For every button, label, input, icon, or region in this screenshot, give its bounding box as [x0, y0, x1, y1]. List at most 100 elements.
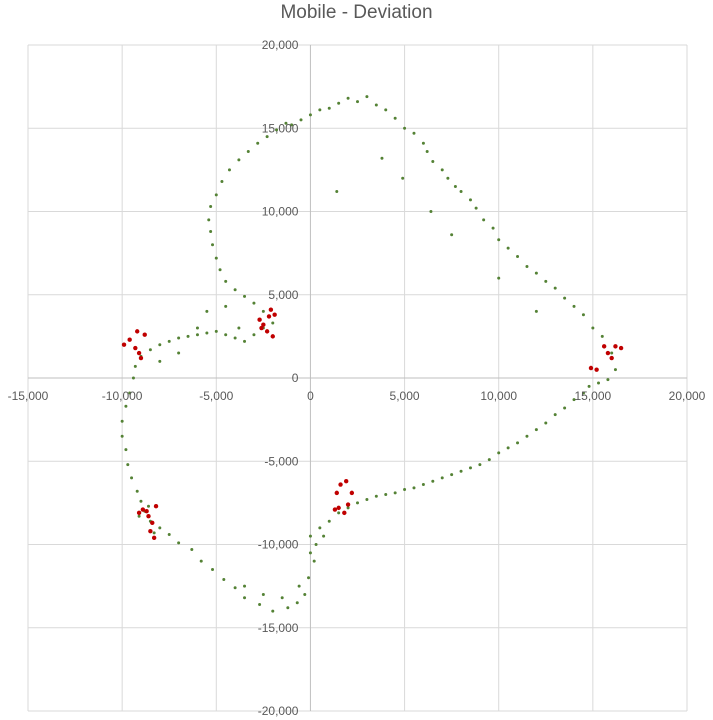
y-tick-label: -20,000 [258, 704, 299, 718]
data-point-series-1 [299, 118, 303, 122]
data-point-series-1 [412, 131, 416, 135]
data-point-series-2 [259, 325, 264, 331]
data-point-series-1 [393, 491, 397, 495]
data-point-series-1 [167, 533, 171, 537]
data-point-series-2 [261, 322, 266, 327]
data-point-series-1 [224, 304, 228, 308]
data-point-series-1 [487, 458, 491, 462]
x-tick-label: 5,000 [390, 389, 420, 403]
data-point-series-1 [256, 141, 260, 145]
data-point-series-1 [497, 451, 501, 455]
data-point-series-1 [380, 156, 384, 160]
data-point-series-1 [337, 511, 341, 515]
data-point-series-2 [142, 332, 147, 337]
y-tick-label: 10,000 [262, 205, 299, 219]
data-point-series-1 [312, 559, 316, 563]
data-point-series-1 [133, 364, 137, 368]
data-point-series-2 [257, 317, 262, 322]
data-point-series-1 [374, 494, 378, 498]
data-point-series-1 [126, 463, 130, 467]
data-point-series-1 [440, 168, 444, 172]
data-point-series-2 [136, 350, 142, 356]
data-point-series-1 [158, 526, 162, 530]
data-point-series-1 [327, 519, 331, 523]
data-point-series-1 [195, 333, 199, 337]
data-point-series-2 [345, 502, 351, 507]
data-point-series-1 [290, 123, 294, 127]
data-point-series-1 [335, 190, 339, 194]
data-point-series-2 [148, 528, 153, 534]
data-point-series-1 [468, 198, 472, 202]
data-point-series-1 [453, 185, 457, 189]
data-point-series-1 [459, 190, 463, 194]
data-point-series-1 [252, 333, 256, 337]
data-point-series-2 [135, 329, 140, 334]
data-point-series-1 [177, 336, 181, 340]
data-point-series-1 [243, 339, 247, 343]
data-point-series-1 [227, 168, 231, 172]
data-point-series-1 [544, 421, 548, 425]
data-point-series-1 [177, 541, 181, 545]
data-point-series-2 [266, 314, 272, 319]
data-point-series-2 [153, 504, 159, 509]
data-point-series-2 [334, 490, 339, 496]
data-point-series-2 [601, 344, 607, 349]
data-point-series-1 [581, 391, 585, 395]
data-point-series-1 [308, 113, 312, 117]
data-point-series-1 [131, 376, 135, 380]
data-point-series-1 [534, 271, 538, 275]
data-point-series-1 [237, 158, 241, 162]
data-point-series-1 [318, 108, 322, 112]
data-point-series-1 [327, 106, 331, 110]
data-point-series-1 [195, 326, 199, 330]
data-point-series-1 [220, 180, 224, 184]
data-point-series-1 [243, 584, 247, 588]
data-point-series-2 [121, 342, 127, 347]
data-point-series-1 [265, 135, 269, 139]
data-point-series-1 [600, 334, 604, 338]
data-point-series-1 [186, 334, 190, 338]
x-tick-label: -10,000 [102, 389, 143, 403]
y-tick-label: 0 [292, 371, 299, 385]
data-point-series-1 [261, 309, 265, 313]
data-point-series-2 [270, 334, 275, 339]
data-point-series-1 [553, 413, 557, 417]
x-tick-label: 0 [307, 389, 314, 403]
data-point-series-1 [474, 206, 478, 210]
data-point-series-1 [120, 419, 124, 423]
data-point-series-1 [214, 193, 218, 197]
data-point-series-1 [205, 331, 209, 335]
data-point-series-2 [272, 312, 277, 317]
data-point-series-1 [581, 313, 585, 317]
data-point-series-1 [591, 326, 595, 330]
data-point-series-2 [138, 355, 144, 361]
data-point-series-1 [534, 428, 538, 432]
data-points [120, 95, 624, 613]
data-point-series-1 [120, 434, 124, 438]
data-point-series-2 [588, 365, 594, 371]
data-point-series-1 [246, 150, 250, 154]
data-point-series-1 [346, 506, 350, 510]
data-point-series-1 [421, 483, 425, 487]
data-point-series-1 [525, 434, 529, 438]
data-point-series-1 [534, 309, 538, 313]
data-point-series-1 [214, 256, 218, 260]
data-point-series-1 [237, 326, 241, 330]
data-point-series-1 [587, 384, 591, 388]
data-point-series-1 [563, 406, 567, 410]
data-point-series-1 [506, 246, 510, 250]
data-point-series-1 [606, 378, 610, 382]
data-point-series-1 [440, 476, 444, 480]
data-point-series-1 [610, 351, 614, 355]
data-point-series-1 [218, 268, 222, 272]
y-tick-label: 20,000 [262, 38, 299, 52]
data-point-series-1 [271, 321, 275, 325]
data-point-series-2 [146, 513, 151, 519]
data-point-series-2 [344, 479, 349, 484]
data-point-series-1 [233, 586, 237, 590]
data-point-series-1 [209, 205, 213, 209]
y-tick-label: -15,000 [258, 621, 299, 635]
data-point-series-1 [384, 108, 388, 112]
y-tick-label: 5,000 [268, 288, 298, 302]
